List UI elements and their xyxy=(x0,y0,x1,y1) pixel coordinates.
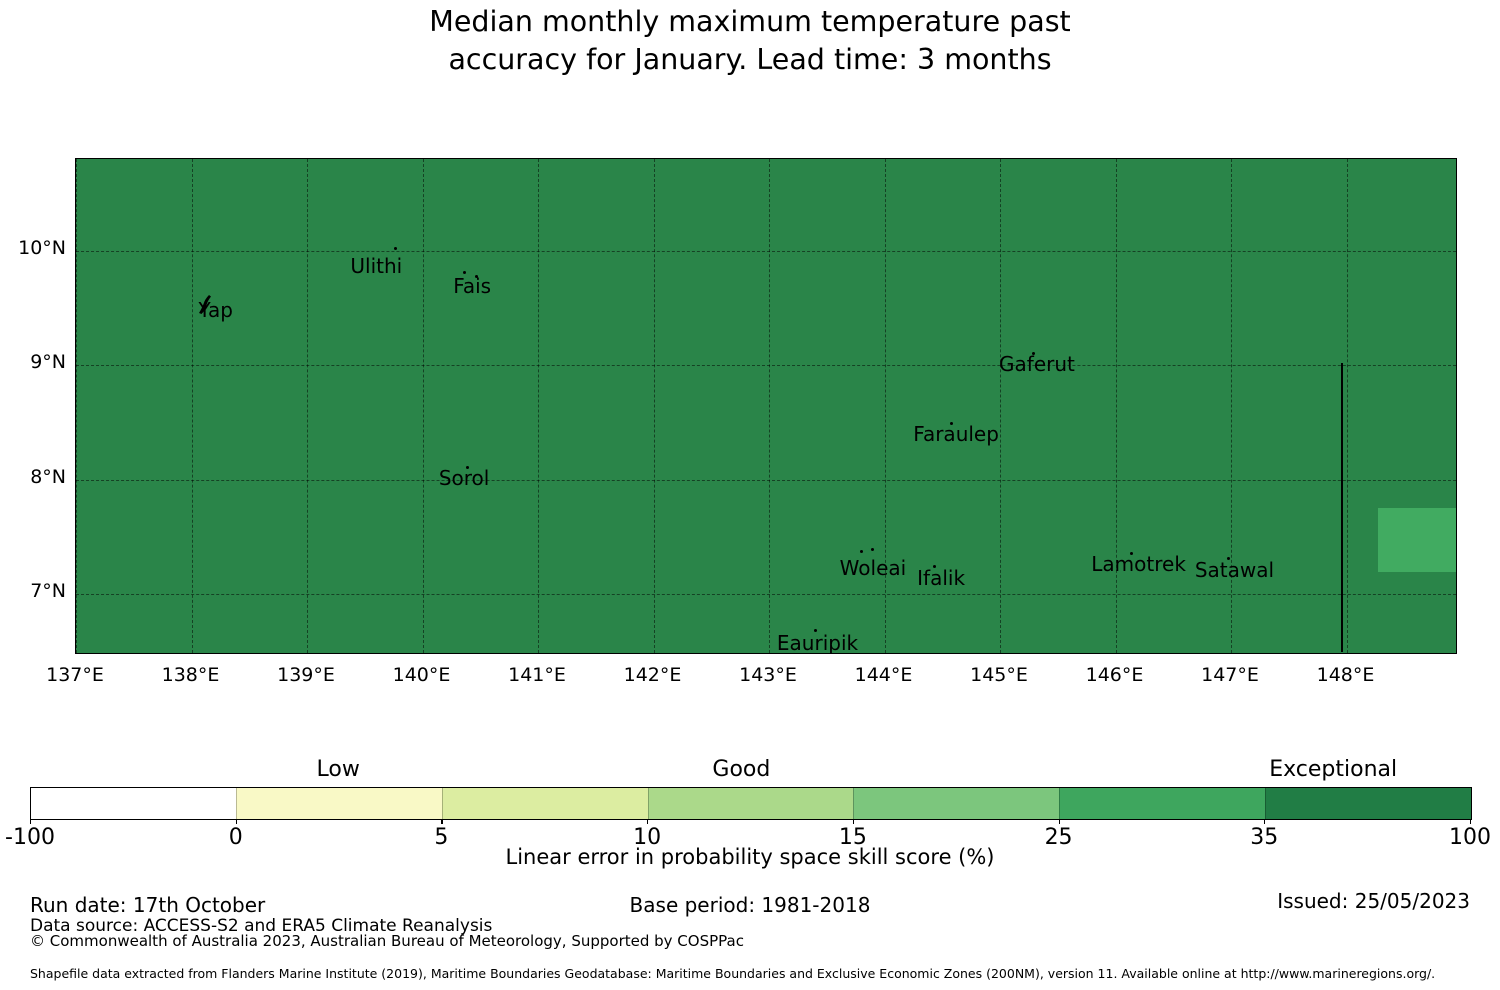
run-date-text: Run date: 17th October xyxy=(30,893,266,917)
colorbar-tick-label: 25 xyxy=(1044,825,1073,850)
longitude-gridline xyxy=(884,159,886,653)
figure-title-line1: Median monthly maximum temperature past xyxy=(429,5,1071,38)
x-axis-tick-label: 141°E xyxy=(508,664,566,686)
x-axis-tick-label: 138°E xyxy=(161,664,220,686)
latitude-gridline xyxy=(76,479,1456,481)
longitude-gridline xyxy=(1000,159,1001,653)
issued-text: Issued: 25/05/2023 xyxy=(1277,889,1470,913)
longitude-gridline xyxy=(422,159,424,653)
colorbar-tick-label: 10 xyxy=(633,825,662,850)
island-label: Eauripik xyxy=(776,631,859,654)
colorbar-axis-label: Linear error in probability space skill … xyxy=(505,845,995,869)
island-dot xyxy=(394,247,398,251)
island-dot xyxy=(462,271,466,275)
base-period-text: Base period: 1981-2018 xyxy=(629,893,871,917)
colorbar-segment xyxy=(31,788,236,819)
island-label: Sorol xyxy=(438,466,490,491)
longitude-gridline xyxy=(653,159,655,653)
longitude-gridline xyxy=(538,159,539,653)
island-dot xyxy=(949,422,953,426)
island-dot xyxy=(466,465,470,469)
x-axis-tick-label: 142°E xyxy=(623,664,682,686)
data-source-text: Data source: ACCESS-S2 and ERA5 Climate … xyxy=(30,916,493,936)
y-axis-tick-label: 8°N xyxy=(30,465,66,488)
y-axis-tick-label: 10°N xyxy=(18,237,66,259)
island-dot xyxy=(871,547,875,551)
colorbar-tick-label: -100 xyxy=(5,825,55,850)
colorbar-category-label: Low xyxy=(316,757,360,782)
x-axis-tick-label: 143°E xyxy=(739,664,797,686)
longitude-gridline xyxy=(76,159,77,653)
island-label: Satawal xyxy=(1194,557,1275,582)
longitude-gridline xyxy=(191,159,193,653)
y-axis-tick-label: 7°N xyxy=(30,579,66,602)
island-label: Lamotrek xyxy=(1091,552,1186,577)
island-label: Woleai xyxy=(839,555,907,580)
map-plot: Yap Ulithi Fais Sorol Gaferut Faraulep Woleai I… xyxy=(75,158,1457,654)
colorbar-tick xyxy=(441,819,443,824)
island-dot xyxy=(1227,556,1231,560)
colorbar-category-label: Exceptional xyxy=(1269,757,1398,782)
latitude-gridline xyxy=(76,593,1456,595)
island-label: Ulithi xyxy=(350,253,403,278)
island-dot xyxy=(813,628,817,632)
shapefile-attribution-text: Shapefile data extracted from Flanders M… xyxy=(30,966,1436,981)
island-dot xyxy=(1130,552,1134,556)
island-label: Ifalik xyxy=(917,565,966,590)
colorbar-segment xyxy=(853,788,1060,819)
x-axis-tick-label: 145°E xyxy=(970,664,1028,686)
colorbar-segment xyxy=(647,788,854,819)
colorbar-category-label: Good xyxy=(712,757,771,782)
colorbar-segment xyxy=(441,788,648,819)
island-dot xyxy=(932,564,936,568)
longitude-gridline xyxy=(769,159,770,653)
colorbar-segment xyxy=(1059,788,1266,819)
copyright-text: © Commonwealth of Australia 2023, Austra… xyxy=(30,932,744,950)
longitude-gridline xyxy=(1346,159,1348,653)
colorbar-tick xyxy=(852,819,855,824)
island-label: Yap xyxy=(198,298,233,323)
longitude-gridline xyxy=(1231,159,1232,653)
longitude-gridline xyxy=(1115,159,1117,653)
colorbar-segment xyxy=(235,788,442,819)
colorbar-segment xyxy=(1265,788,1472,819)
colorbar xyxy=(30,787,1472,820)
x-axis-tick-label: 137°E xyxy=(46,664,104,686)
colorbar-tick xyxy=(30,819,32,824)
colorbar-tick xyxy=(235,819,237,824)
colorbar-tick xyxy=(1058,819,1060,824)
eez-boundary-line xyxy=(1340,363,1343,653)
colorbar-tick xyxy=(647,819,649,824)
island-dot xyxy=(1031,352,1035,356)
figure-title-line2: accuracy for January. Lead time: 3 month… xyxy=(448,43,1052,76)
colorbar-tick-label: 35 xyxy=(1250,825,1279,850)
colorbar-tick-label: 15 xyxy=(838,825,867,850)
x-axis-tick-label: 139°E xyxy=(277,664,335,686)
longitude-gridline xyxy=(307,159,308,653)
island-label: Gaferut xyxy=(999,352,1075,377)
latitude-gridline xyxy=(76,251,1456,252)
yap-island-shape xyxy=(197,293,213,315)
colorbar-tick xyxy=(1470,819,1472,824)
x-axis-tick-label: 146°E xyxy=(1085,664,1144,686)
island-dot xyxy=(475,274,479,278)
skill-patch xyxy=(1377,508,1456,573)
colorbar-tick-label: 0 xyxy=(228,825,243,850)
island-label: Fais xyxy=(453,274,492,299)
colorbar-tick-label: 100 xyxy=(1449,825,1491,850)
latitude-gridline xyxy=(76,365,1456,367)
colorbar-tick-label: 5 xyxy=(434,825,449,850)
x-axis-tick-label: 144°E xyxy=(854,664,913,686)
island-dot xyxy=(859,550,863,554)
island-label: Faraulep xyxy=(913,421,999,446)
figure-title: Median monthly maximum temperature past … xyxy=(0,3,1500,79)
colorbar-tick xyxy=(1264,819,1266,824)
x-axis-tick-label: 147°E xyxy=(1201,664,1259,686)
x-axis-tick-label: 148°E xyxy=(1316,664,1375,686)
x-axis-tick-label: 140°E xyxy=(392,664,451,686)
y-axis-tick-label: 9°N xyxy=(30,351,66,374)
